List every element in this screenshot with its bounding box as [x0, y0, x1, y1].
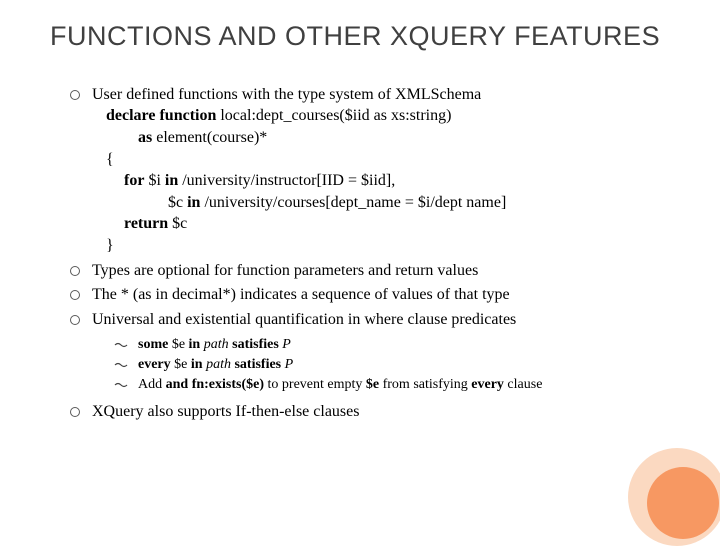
kw-every-2: every — [471, 377, 507, 392]
bullet-text-5: XQuery also supports If-then-else clause… — [92, 403, 359, 420]
code-text: $i — [144, 172, 164, 189]
code-line-4: for $i in /university/instructor[IID = $… — [106, 170, 680, 192]
kw-and-fn: and fn:exists($e) — [166, 377, 268, 392]
var-e-2: $e — [174, 357, 187, 372]
kw-declare-function: declare function — [106, 107, 216, 124]
bullet-item-3: The * (as in decimal*) indicates a seque… — [70, 284, 680, 306]
code-line-1: declare function local:dept_courses($iid… — [106, 105, 680, 127]
text-clause: clause — [507, 377, 542, 392]
sub-item-2: every $e in path satisfies P — [114, 356, 680, 375]
path-2: path — [206, 357, 231, 372]
code-text: /university/instructor[IID = $iid], — [178, 172, 395, 189]
sub-item-3: Add and fn:exists($e) to prevent empty $… — [114, 376, 680, 395]
code-text: element(course)* — [152, 129, 267, 146]
decoration-circle-outer — [628, 448, 720, 546]
kw-in-3: in — [185, 337, 204, 352]
sub-item-1: some $e in path satisfies P — [114, 336, 680, 355]
slide-title: FUNCTIONS AND OTHER XQUERY FEATURES — [50, 20, 680, 54]
code-text: $c — [168, 215, 187, 232]
code-line-2: as element(course)* — [106, 127, 680, 149]
kw-satisfies-2: satisfies — [231, 357, 285, 372]
text-add: Add — [138, 377, 166, 392]
bullet-text-2: Types are optional for function paramete… — [92, 262, 478, 279]
bullet-item-2: Types are optional for function paramete… — [70, 260, 680, 282]
kw-as: as — [138, 129, 152, 146]
path-1: path — [204, 337, 229, 352]
kw-in-2: in — [187, 194, 200, 211]
kw-satisfies-1: satisfies — [229, 337, 283, 352]
bullet-item-5: XQuery also supports If-then-else clause… — [70, 401, 680, 423]
var-e: $e — [172, 337, 185, 352]
code-block: declare function local:dept_courses($iid… — [92, 105, 680, 256]
code-line-3: { — [106, 149, 680, 171]
sub-bullet-list: some $e in path satisfies P every $e in … — [92, 336, 680, 395]
p-1: P — [282, 337, 291, 352]
kw-for: for — [124, 172, 144, 189]
kw-return: return — [124, 215, 168, 232]
code-text: local:dept_courses($iid as xs:string) — [216, 107, 451, 124]
code-text: /university/courses[dept_name = $i/dept … — [200, 194, 506, 211]
code-text: $c — [168, 194, 187, 211]
kw-every: every — [138, 357, 174, 372]
var-e-3: $e — [366, 377, 383, 392]
code-line-7: } — [106, 235, 680, 257]
kw-some: some — [138, 337, 172, 352]
kw-in: in — [165, 172, 178, 189]
bullet-text-1: User defined functions with the type sys… — [92, 86, 481, 103]
slide: FUNCTIONS AND OTHER XQUERY FEATURES User… — [0, 0, 720, 540]
code-line-6: return $c — [106, 213, 680, 235]
slide-content: User defined functions with the type sys… — [50, 84, 680, 423]
text-from: from satisfying — [383, 377, 472, 392]
bullet-item-1: User defined functions with the type sys… — [70, 84, 680, 257]
bullet-list: User defined functions with the type sys… — [50, 84, 680, 423]
bullet-item-4: Universal and existential quantification… — [70, 309, 680, 395]
text-prevent: to prevent empty — [268, 377, 366, 392]
bullet-text-3: The * (as in decimal*) indicates a seque… — [92, 286, 510, 303]
code-line-5: $c in /university/courses[dept_name = $i… — [106, 192, 680, 214]
decoration-circle-inner — [647, 467, 719, 539]
p-2: P — [285, 357, 294, 372]
brace-open: { — [106, 151, 114, 168]
kw-in-4: in — [187, 357, 206, 372]
bullet-text-4: Universal and existential quantification… — [92, 311, 516, 328]
brace-close: } — [106, 237, 114, 254]
